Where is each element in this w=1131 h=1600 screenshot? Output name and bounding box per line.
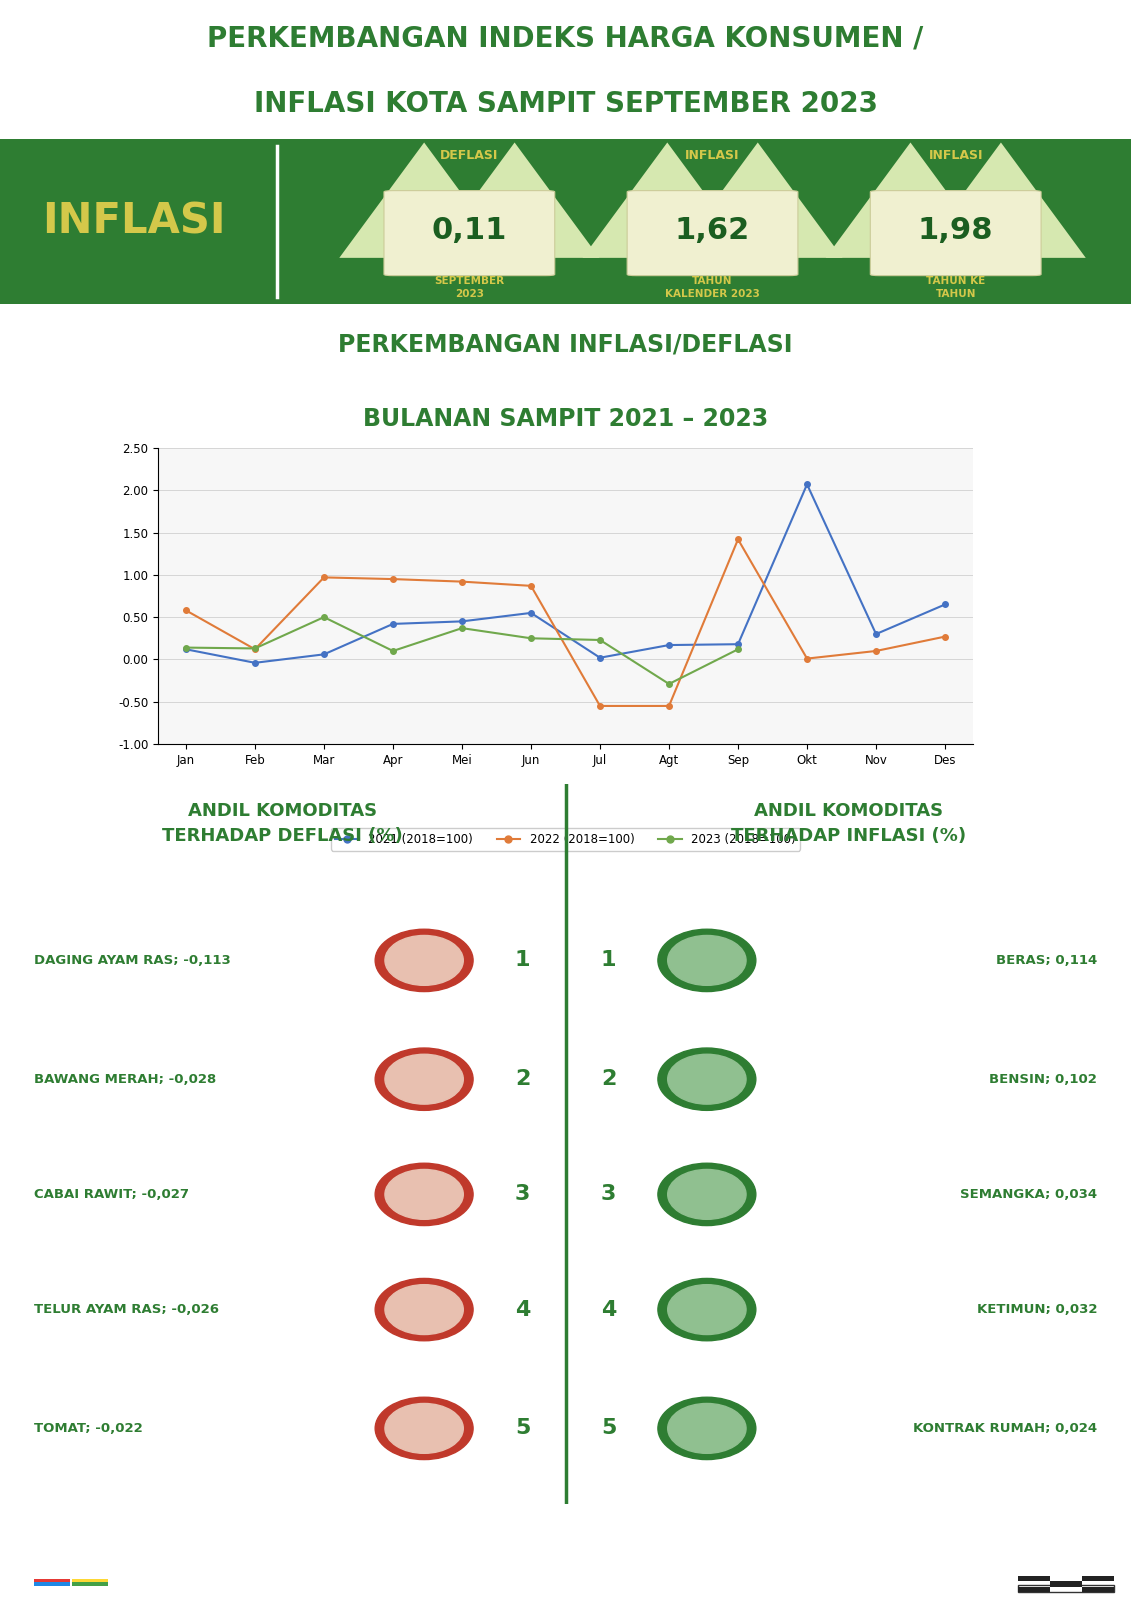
Text: 3: 3 <box>515 1184 530 1205</box>
Circle shape <box>375 1163 473 1226</box>
Circle shape <box>658 1397 756 1459</box>
Text: TOMAT; -0,022: TOMAT; -0,022 <box>34 1422 143 1435</box>
Text: 5: 5 <box>601 1418 616 1438</box>
FancyBboxPatch shape <box>72 1579 109 1582</box>
Text: 4: 4 <box>601 1299 616 1320</box>
Text: TAHUN KE
TAHUN: TAHUN KE TAHUN <box>926 277 985 299</box>
Text: CABAI RAWIT; -0,027: CABAI RAWIT; -0,027 <box>34 1187 189 1202</box>
Text: 1,98: 1,98 <box>918 216 993 245</box>
Circle shape <box>667 936 746 986</box>
Text: 5: 5 <box>515 1418 530 1438</box>
Text: KONTRAK RUMAH; 0,024: KONTRAK RUMAH; 0,024 <box>913 1422 1097 1435</box>
Text: ANDIL KOMODITAS
TERHADAP INFLASI (%): ANDIL KOMODITAS TERHADAP INFLASI (%) <box>731 802 966 845</box>
Text: BULANAN SAMPIT 2021 – 2023: BULANAN SAMPIT 2021 – 2023 <box>363 408 768 430</box>
FancyBboxPatch shape <box>1082 1576 1114 1581</box>
Text: 2: 2 <box>601 1069 616 1090</box>
Text: KABUPATEN KOTAWARINGIN TIMUR: KABUPATEN KOTAWARINGIN TIMUR <box>153 1566 415 1579</box>
FancyBboxPatch shape <box>383 190 554 275</box>
Circle shape <box>385 1285 464 1334</box>
FancyBboxPatch shape <box>1018 1576 1050 1581</box>
Legend: 2021 (2018=100), 2022 (2018=100), 2023 (2018=100): 2021 (2018=100), 2022 (2018=100), 2023 (… <box>330 829 801 851</box>
Text: BERAS; 0,114: BERAS; 0,114 <box>995 954 1097 966</box>
FancyBboxPatch shape <box>34 1582 70 1586</box>
Circle shape <box>375 1048 473 1110</box>
FancyBboxPatch shape <box>72 1582 109 1586</box>
Text: SEPTEMBER
2023: SEPTEMBER 2023 <box>434 277 504 299</box>
Text: 1: 1 <box>601 950 616 970</box>
FancyBboxPatch shape <box>1018 1586 1114 1592</box>
Circle shape <box>667 1054 746 1104</box>
Text: INFLASI KOTA SAMPIT SEPTEMBER 2023: INFLASI KOTA SAMPIT SEPTEMBER 2023 <box>253 90 878 118</box>
FancyBboxPatch shape <box>1018 1587 1050 1592</box>
Text: PERKEMBANGAN INDEKS HARGA KONSUMEN /: PERKEMBANGAN INDEKS HARGA KONSUMEN / <box>207 26 924 53</box>
Text: DAGING AYAM RAS; -0,113: DAGING AYAM RAS; -0,113 <box>34 954 231 966</box>
Text: 1: 1 <box>515 950 530 970</box>
FancyBboxPatch shape <box>1050 1581 1082 1587</box>
FancyBboxPatch shape <box>871 190 1041 275</box>
FancyBboxPatch shape <box>0 139 1131 304</box>
Polygon shape <box>339 142 509 258</box>
Polygon shape <box>826 142 995 258</box>
Circle shape <box>375 930 473 992</box>
Polygon shape <box>582 142 752 258</box>
Circle shape <box>375 1397 473 1459</box>
Circle shape <box>667 1170 746 1219</box>
Circle shape <box>375 1278 473 1341</box>
Circle shape <box>658 1163 756 1226</box>
Text: KETIMUN; 0,032: KETIMUN; 0,032 <box>976 1302 1097 1317</box>
Polygon shape <box>673 142 843 258</box>
Text: INFLASI: INFLASI <box>929 149 983 162</box>
Circle shape <box>385 1054 464 1104</box>
Text: INFLASI: INFLASI <box>42 200 225 243</box>
Text: BAWANG MERAH; -0,028: BAWANG MERAH; -0,028 <box>34 1072 216 1086</box>
Circle shape <box>658 930 756 992</box>
Polygon shape <box>916 142 1086 258</box>
Circle shape <box>667 1285 746 1334</box>
Text: 4: 4 <box>515 1299 530 1320</box>
Text: BENSIN; 0,102: BENSIN; 0,102 <box>990 1072 1097 1086</box>
Text: 1,62: 1,62 <box>675 216 750 245</box>
Text: TAHUN
KALENDER 2023: TAHUN KALENDER 2023 <box>665 277 760 299</box>
FancyBboxPatch shape <box>627 190 798 275</box>
Circle shape <box>385 1403 464 1453</box>
Text: PERKEMBANGAN INFLASI/DEFLASI: PERKEMBANGAN INFLASI/DEFLASI <box>338 333 793 357</box>
Circle shape <box>658 1048 756 1110</box>
Text: DEFLASI: DEFLASI <box>440 149 499 162</box>
Text: 2: 2 <box>515 1069 530 1090</box>
Text: BADAN PUSAT STATISTIK: BADAN PUSAT STATISTIK <box>153 1528 365 1542</box>
FancyBboxPatch shape <box>1082 1587 1114 1592</box>
Text: SEMANGKA; 0,034: SEMANGKA; 0,034 <box>960 1187 1097 1202</box>
Text: ANDIL KOMODITAS
TERHADAP DEFLASI (%): ANDIL KOMODITAS TERHADAP DEFLASI (%) <box>163 802 403 845</box>
Circle shape <box>667 1403 746 1453</box>
Text: 0,11: 0,11 <box>432 216 507 245</box>
Text: TELUR AYAM RAS; -0,026: TELUR AYAM RAS; -0,026 <box>34 1302 219 1317</box>
Circle shape <box>658 1278 756 1341</box>
Text: INFLASI: INFLASI <box>685 149 740 162</box>
Circle shape <box>385 1170 464 1219</box>
Text: 3: 3 <box>601 1184 616 1205</box>
Circle shape <box>385 936 464 986</box>
Polygon shape <box>430 142 599 258</box>
FancyBboxPatch shape <box>34 1579 70 1582</box>
